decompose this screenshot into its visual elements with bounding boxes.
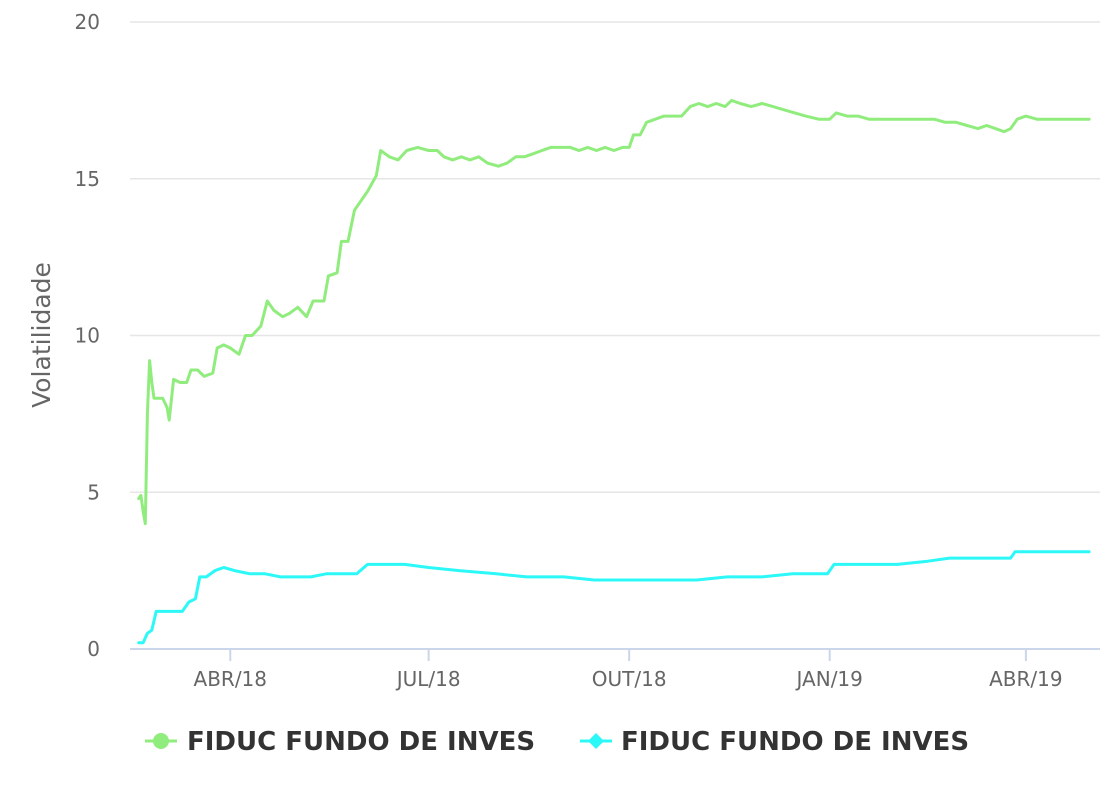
gridlines: [130, 21, 1100, 493]
y-axis: 0 5 10 15 20: [75, 10, 100, 661]
legend-label: FIDUC FUNDO DE INVES: [621, 727, 969, 757]
legend: FIDUC FUNDO DE INVES FIDUC FUNDO DE INVES: [145, 727, 969, 757]
y-tick-label: 10: [75, 324, 100, 348]
y-tick-label: 0: [87, 637, 100, 661]
x-tick-label: ABR/18: [194, 667, 268, 691]
x-tick-label: ABR/19: [989, 667, 1063, 691]
legend-circle-marker: [153, 733, 169, 749]
x-axis: ABR/18 JUL/18 OUT/18 JAN/19 ABR/19: [130, 648, 1100, 691]
legend-item-2[interactable]: FIDUC FUNDO DE INVES: [580, 727, 969, 757]
x-tick-label: JAN/19: [795, 667, 863, 691]
legend-item-1[interactable]: FIDUC FUNDO DE INVES: [145, 727, 535, 757]
series-line-2[interactable]: [137, 550, 1091, 645]
legend-label: FIDUC FUNDO DE INVES: [187, 727, 535, 757]
legend-diamond-marker: [588, 733, 604, 749]
x-tick-label: OUT/18: [592, 667, 667, 691]
y-tick-label: 20: [75, 10, 100, 34]
y-tick-label: 15: [75, 167, 100, 191]
series-lines: [137, 98, 1091, 645]
x-tick-label: JUL/18: [395, 667, 461, 691]
y-axis-title: Volatilidade: [27, 262, 56, 408]
y-tick-label: 5: [87, 480, 100, 504]
series-line-1[interactable]: [137, 98, 1091, 526]
